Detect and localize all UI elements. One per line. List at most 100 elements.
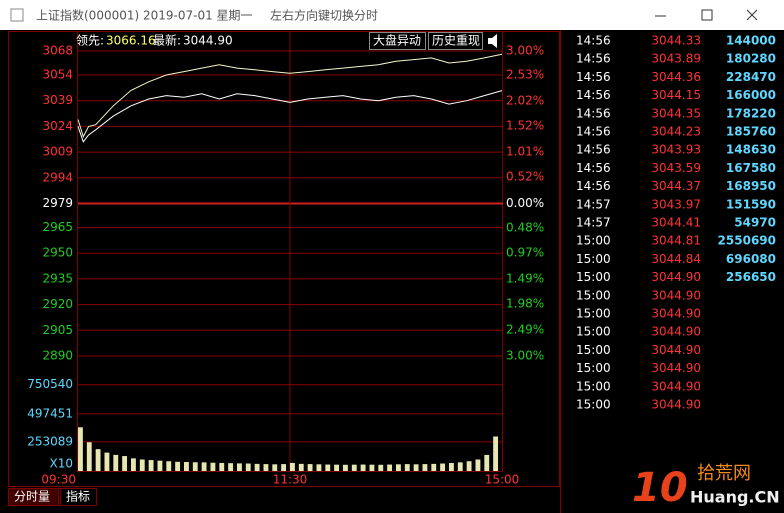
x-tick-label: 11:30 [273,473,308,487]
trade-volume: 168950 [726,179,776,193]
tab-frame[interactable] [8,488,59,506]
volume-bar [422,464,428,471]
y-tick-label: 253089 [27,434,73,448]
volume-bar [131,458,136,471]
trade-price: 3044.90 [651,270,701,284]
volume-bar [387,464,393,471]
trade-price: 3044.90 [651,307,701,321]
volume-bar [316,464,322,471]
volume-bar [263,464,269,471]
y-tick-label: 3009 [42,145,73,159]
trade-volume: 166000 [726,88,776,102]
button-frame[interactable] [428,32,483,50]
volume-bar [184,462,189,471]
y2-tick-label: 0.97% [506,245,544,259]
trade-time: 14:56 [576,179,611,193]
trade-price: 3043.59 [651,161,701,175]
volume-bar [166,461,172,471]
button[interactable]: 历史重现 [432,34,480,48]
y2-tick-label: 1.49% [506,272,544,286]
volume-bar [254,463,260,471]
volume-bar [475,459,481,471]
trade-time: 15:00 [576,361,611,375]
app-icon [10,8,24,22]
volume-bar [78,427,83,471]
volume-bar [493,436,499,471]
trade-volume: 256650 [726,270,776,284]
volume-bar [157,460,163,471]
volume-bar [86,442,92,471]
trade-time: 15:00 [576,379,611,393]
trade-volume: 54970 [734,216,776,230]
watermark-name: 拾荒网 [697,463,751,484]
trade-time: 14:56 [576,52,611,66]
trade-price: 3044.90 [651,398,701,412]
trade-volume: 167580 [726,161,776,175]
trade-time: 14:56 [576,106,611,120]
trade-price: 3044.90 [651,361,701,375]
trade-time: 14:56 [576,143,611,157]
volume-bar [219,462,225,471]
last-value: 3044.90 [183,34,233,48]
trade-volume: 180280 [726,52,776,66]
maximize-button[interactable] [701,9,713,21]
trade-time: 14:56 [576,70,611,84]
trade-price: 3044.84 [651,252,701,266]
trade-time: 14:57 [576,216,611,230]
y-tick-label: 3054 [42,67,73,81]
trade-price: 3044.35 [651,106,701,120]
trade-time: 15:00 [576,288,611,302]
trade-price: 3044.36 [651,70,701,84]
volume-bar [360,464,366,471]
volume-bar [449,462,454,471]
trade-time: 14:56 [576,161,611,175]
tab[interactable]: 指标 [66,489,90,504]
plot-frame [77,31,503,472]
trade-price: 3043.89 [651,52,701,66]
y2-tick-label: 1.98% [506,297,544,311]
trade-price: 3044.90 [651,343,701,357]
volume-bar [104,452,110,471]
close-button[interactable] [746,9,758,21]
volume-bar [466,461,472,471]
trade-price: 3044.23 [651,125,701,139]
volume-bar [413,464,419,471]
volume-bar [175,461,181,471]
button[interactable]: 大盘异动 [373,33,421,48]
volume-bar [325,464,331,471]
y2-tick-label: 0.52% [506,170,544,184]
sound-icon[interactable] [488,34,497,48]
y-tick-label: 3024 [42,119,73,133]
volume-bar [396,464,401,471]
y-tick-label: 497451 [27,406,73,420]
volume-bar [237,463,242,471]
window-title: 上证指数(000001) 2019-07-01 星期一 [36,8,253,23]
volume-bar [378,464,384,471]
y-tick-label: 2920 [42,297,73,311]
y2-tick-label: 0.00% [506,196,544,210]
button-frame[interactable] [369,32,426,50]
y2-tick-label: 3.00% [506,349,544,363]
watermark-number: 10 [632,465,688,511]
trade-volume: 144000 [726,34,776,48]
y-tick-label: 2965 [42,220,73,234]
trade-price: 3043.97 [651,197,701,211]
volume-bar [95,449,101,471]
trade-time: 14:56 [576,125,611,139]
volume-bar [351,464,357,471]
trade-price: 3044.90 [651,379,701,393]
price-line [77,90,503,143]
window-hint: 左右方向键切换分时 [270,8,378,23]
trade-volume: 148630 [726,143,776,157]
trade-time: 15:00 [576,325,611,339]
trade-price: 3044.37 [651,179,701,193]
tab-frame[interactable] [60,488,97,506]
tab[interactable]: 分时量 [14,490,50,504]
y-tick-label: 3039 [42,93,73,107]
watermark-domain: Huang.CN [690,488,780,507]
trade-time: 14:56 [576,88,611,102]
trade-time: 15:00 [576,307,611,321]
trade-volume: 178220 [726,106,776,120]
y2-tick-label: 3.00% [506,44,544,58]
trade-price: 3044.15 [651,88,701,102]
